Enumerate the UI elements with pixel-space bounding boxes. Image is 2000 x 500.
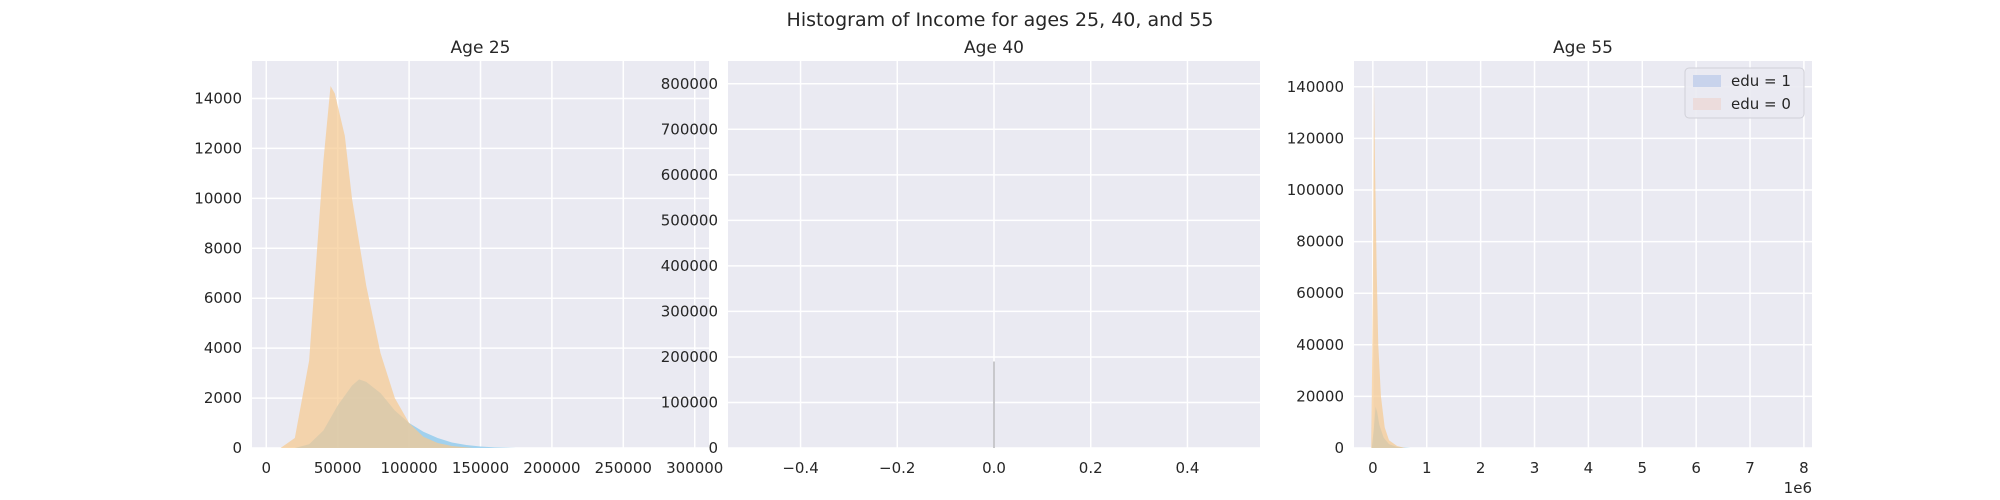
legend-swatch-edu-0 (1693, 98, 1721, 110)
figure-title: Histogram of Income for ages 25, 40, and… (787, 9, 1214, 31)
subplot-title: Age 25 (451, 38, 511, 58)
y-tick-label: 700000 (661, 120, 718, 138)
legend-label-edu-1: edu = 1 (1731, 72, 1791, 90)
y-tick-label: 6000 (204, 289, 242, 307)
y-tick-label: 20000 (1296, 387, 1344, 405)
y-tick-label: 600000 (661, 166, 718, 184)
y-tick-label: 0 (708, 439, 718, 457)
x-tick-label: −0.4 (782, 459, 818, 477)
x-tick-label: 5 (1637, 459, 1647, 477)
subplot-3: 0 20000 40000 60000 80000 100000 120000 140000 0… (1287, 38, 1812, 497)
x-tick-label: 6 (1691, 459, 1701, 477)
y-tick-label: 120000 (1287, 129, 1344, 147)
y-tick-label: 140000 (1287, 78, 1344, 96)
y-tick-label: 100000 (661, 393, 718, 411)
y-tick-label: 8000 (204, 239, 242, 257)
x-tick-label: 2 (1476, 459, 1486, 477)
plot-area (1354, 61, 1812, 448)
histogram-bar (993, 361, 995, 448)
x-tick-label: 0.0 (982, 459, 1006, 477)
x-tick-label: 7 (1745, 459, 1755, 477)
y-tick-label: 10000 (194, 189, 242, 207)
histogram-series-edu-0 (1371, 81, 1406, 448)
legend-label-edu-0: edu = 0 (1731, 95, 1791, 113)
x-offset-label: 1e6 (1784, 479, 1812, 497)
x-tick-label: 0 (1368, 459, 1378, 477)
y-tick-label: 60000 (1296, 284, 1344, 302)
subplot-title: Age 40 (964, 38, 1024, 58)
y-tick-label: 12000 (194, 139, 242, 157)
y-tick-label: 500000 (661, 211, 718, 229)
y-tick-label: 300000 (661, 302, 718, 320)
y-tick-label: 14000 (194, 89, 242, 107)
y-tick-label: 4000 (204, 339, 242, 357)
x-tick-label: 8 (1799, 459, 1809, 477)
y-tick-label: 0 (232, 439, 242, 457)
x-tick-label: 200000 (523, 459, 580, 477)
x-tick-label: 100000 (380, 459, 437, 477)
x-tick-label: 0.4 (1176, 459, 1200, 477)
x-tick-label: 300000 (666, 459, 723, 477)
x-tick-label: 0 (262, 459, 272, 477)
subplot-title: Age 55 (1553, 38, 1613, 58)
x-tick-label: 250000 (595, 459, 652, 477)
x-tick-label: 3 (1530, 459, 1540, 477)
y-tick-label: 400000 (661, 257, 718, 275)
y-tick-label: 80000 (1296, 233, 1344, 251)
x-tick-label: 1 (1422, 459, 1432, 477)
x-tick-label: 150000 (452, 459, 509, 477)
x-tick-label: −0.2 (879, 459, 915, 477)
y-tick-label: 800000 (661, 75, 718, 93)
legend: edu = 1 edu = 0 (1684, 67, 1805, 119)
subplot-1: 0 2000 4000 6000 8000 10000 12000 14000 0 50000 10… (194, 38, 723, 477)
y-tick-label: 100000 (1287, 181, 1344, 199)
subplot-2: 0 100000 200000 300000 400000 500000 600000 700… (661, 38, 1260, 477)
y-tick-label: 200000 (661, 348, 718, 366)
x-tick-label: 4 (1584, 459, 1594, 477)
y-tick-label: 40000 (1296, 336, 1344, 354)
x-tick-label: 0.2 (1079, 459, 1103, 477)
y-tick-label: 0 (1334, 439, 1344, 457)
x-tick-label: 50000 (314, 459, 362, 477)
legend-swatch-edu-1 (1693, 75, 1721, 87)
y-tick-label: 2000 (204, 389, 242, 407)
histogram-series-edu-0 (280, 85, 474, 448)
